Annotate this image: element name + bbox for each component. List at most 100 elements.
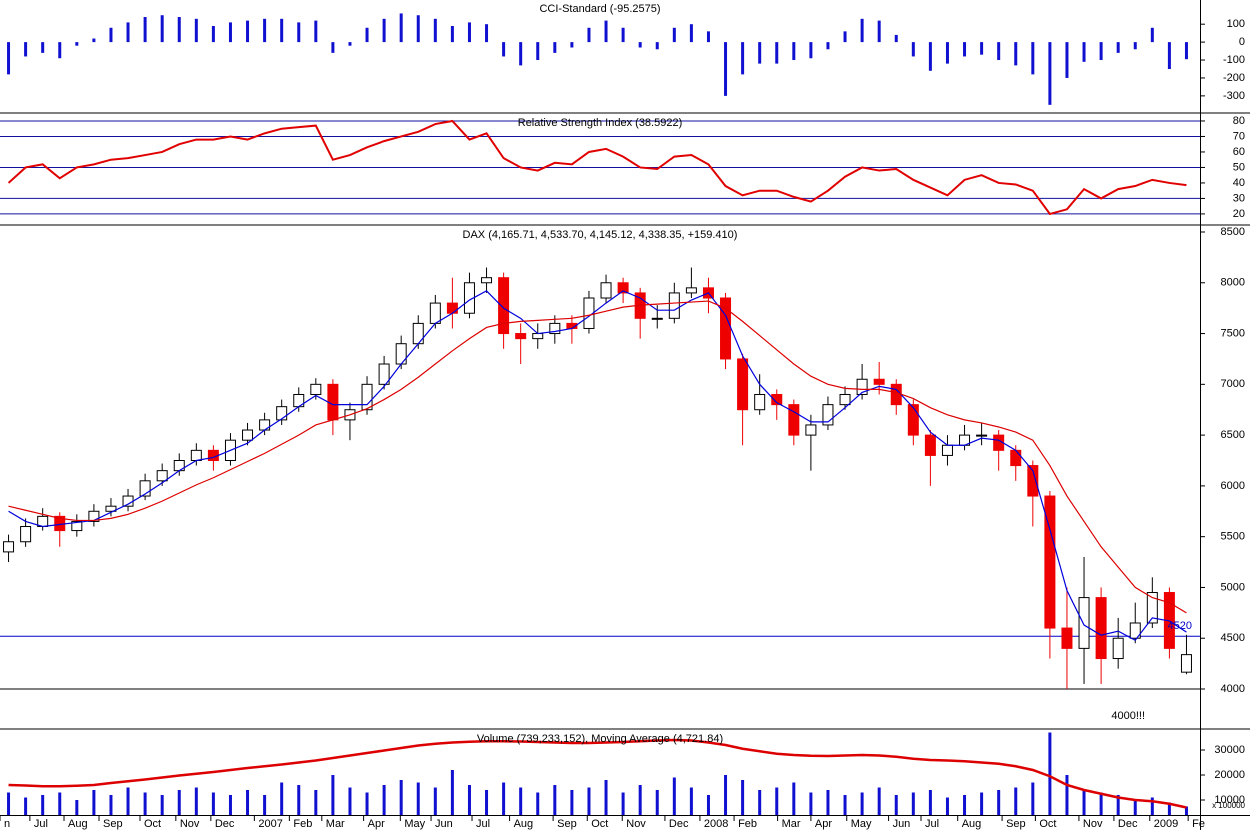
bar	[928, 790, 932, 815]
candle-body	[1044, 495, 1056, 629]
bar	[7, 792, 11, 815]
bar	[160, 795, 164, 815]
candle-body	[976, 434, 988, 437]
bar	[297, 22, 301, 43]
bar	[758, 42, 762, 64]
bar	[911, 792, 915, 815]
bar	[570, 790, 574, 815]
bar	[877, 787, 881, 815]
candle-body	[617, 282, 629, 294]
bar	[1150, 797, 1154, 815]
x-tick-label: Dec	[215, 818, 235, 830]
y-tick-label: 40	[1233, 177, 1245, 189]
candle-body	[498, 277, 510, 335]
bar	[467, 22, 471, 43]
bar	[689, 787, 693, 815]
y-tick-label: 30	[1233, 192, 1245, 204]
bar	[963, 795, 967, 815]
bar	[24, 42, 28, 57]
unit-label: x 100000	[1212, 801, 1245, 810]
candle-body	[1027, 465, 1039, 497]
bar	[502, 782, 506, 815]
candle-body	[788, 404, 800, 436]
bar	[843, 31, 847, 43]
bar	[58, 42, 62, 59]
x-tick-label: 2009	[1154, 818, 1178, 830]
bar	[1099, 42, 1103, 61]
bar	[382, 785, 386, 815]
y-tick-label: 100	[1227, 18, 1245, 30]
x-tick-label: Mar	[326, 818, 345, 830]
x-tick-label: Feb	[738, 818, 757, 830]
x-tick-label: Jul	[925, 818, 939, 830]
bar	[553, 785, 557, 815]
bar	[724, 775, 728, 815]
x-tick-label: May	[851, 818, 872, 830]
x-tick-label: Sep	[557, 818, 577, 830]
annotation: 4000!!!	[1111, 710, 1145, 722]
y-tick-label: 60	[1233, 146, 1245, 158]
panel-title: CCI-Standard (-95.2575)	[539, 3, 660, 15]
x-tick-label: Oct	[144, 818, 161, 830]
panel	[0, 119, 1200, 216]
moving-average	[8, 300, 1187, 614]
x-tick-label: Feb	[293, 818, 312, 830]
candle-body	[105, 505, 117, 512]
candle-body	[276, 406, 288, 421]
x-tick-label: Sep	[103, 818, 123, 830]
x-tick-label: Oct	[591, 818, 608, 830]
bar	[809, 792, 813, 815]
moving-average	[8, 738, 1187, 809]
candle-body	[549, 322, 561, 335]
bar	[331, 42, 335, 53]
bar	[485, 24, 489, 43]
bar	[348, 42, 352, 46]
panel	[7, 13, 1188, 105]
bar	[1065, 775, 1069, 815]
panel	[0, 267, 1200, 690]
bar	[1031, 782, 1035, 815]
bar	[75, 42, 79, 46]
bar	[1133, 800, 1137, 815]
bar	[467, 785, 471, 815]
y-tick-label: 7500	[1221, 327, 1245, 339]
panel-title: Volume (739,233,152), Moving Average (4,…	[477, 733, 723, 745]
candle-body	[941, 444, 953, 456]
bar	[365, 792, 369, 815]
candle-body	[259, 419, 271, 431]
bar	[689, 24, 693, 43]
x-tick-label: 2008	[704, 818, 728, 830]
candle-body	[1010, 449, 1022, 467]
bar	[1116, 42, 1120, 53]
bar	[399, 780, 403, 815]
bar	[587, 27, 591, 43]
bar	[945, 42, 949, 64]
bar	[860, 18, 864, 43]
y-tick-label: 7000	[1221, 378, 1245, 390]
bar	[1031, 42, 1035, 75]
candle-body	[361, 383, 373, 411]
x-tick-label: May	[404, 818, 425, 830]
panel-title: Relative Strength Index (38.5922)	[518, 117, 683, 129]
candle-body	[1061, 627, 1073, 649]
bar	[536, 792, 540, 815]
candle-body	[651, 317, 663, 320]
bar	[228, 22, 232, 43]
bar	[980, 42, 984, 55]
bar	[536, 42, 540, 61]
bar	[143, 17, 147, 43]
bar	[41, 42, 45, 53]
bar	[638, 42, 642, 48]
bar	[1082, 42, 1086, 62]
bar	[1014, 42, 1018, 66]
bar	[58, 792, 62, 815]
candle-body	[754, 393, 766, 411]
candle-body	[685, 287, 697, 294]
candle-body	[1112, 637, 1124, 660]
bar	[621, 792, 625, 815]
bar	[450, 770, 454, 815]
bar	[741, 42, 745, 75]
candle-body	[310, 383, 322, 395]
y-tick-label: 30000	[1214, 744, 1245, 756]
